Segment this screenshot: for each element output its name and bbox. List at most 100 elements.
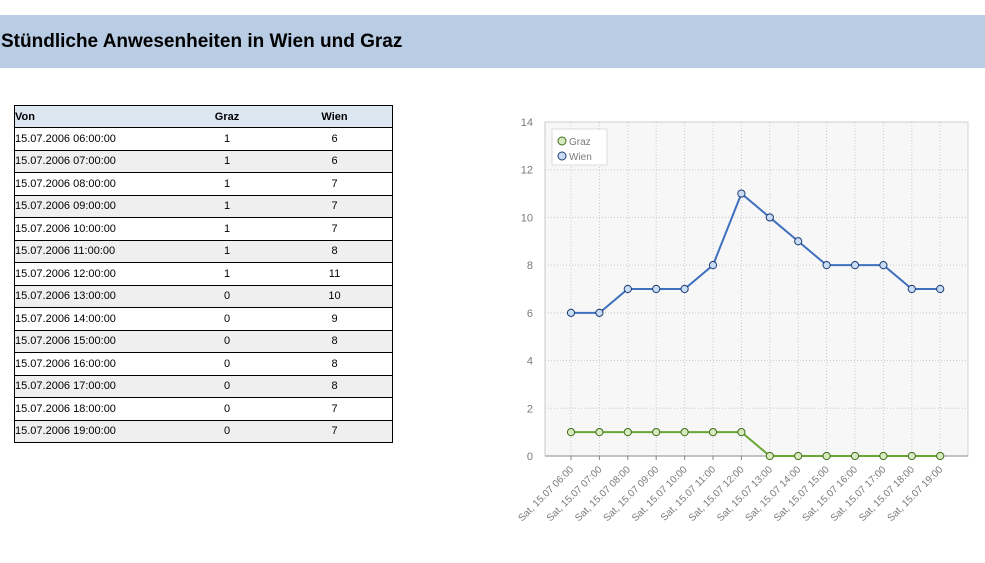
table-row: 15.07.2006 18:00:00 0 7 (14, 397, 393, 421)
cell-graz: 0 (177, 374, 277, 398)
y-tick-label: 14 (521, 117, 533, 129)
cell-wien: 8 (277, 352, 393, 376)
cell-graz: 0 (177, 307, 277, 331)
cell-wien: 7 (277, 419, 393, 443)
cell-graz: 0 (177, 329, 277, 353)
cell-von: 15.07.2006 13:00:00 (14, 284, 177, 308)
cell-graz: 1 (177, 172, 277, 196)
table-row: 15.07.2006 10:00:00 1 7 (14, 217, 393, 241)
cell-wien: 8 (277, 374, 393, 398)
y-tick-label: 4 (527, 356, 533, 368)
cell-von: 15.07.2006 17:00:00 (14, 374, 177, 398)
cell-wien: 6 (277, 149, 393, 173)
legend-label-wien: Wien (569, 152, 592, 163)
cell-von: 15.07.2006 11:00:00 (14, 239, 177, 263)
cell-von: 15.07.2006 15:00:00 (14, 329, 177, 353)
table-header-row: Von Graz Wien (14, 105, 393, 128)
cell-wien: 9 (277, 307, 393, 331)
series-line-graz (571, 431, 941, 457)
legend-label-graz: Graz (569, 137, 591, 148)
cell-graz: 0 (177, 352, 277, 376)
table-row: 15.07.2006 09:00:00 1 7 (14, 194, 393, 218)
table-row: 15.07.2006 07:00:00 1 6 (14, 149, 393, 173)
cell-graz: 0 (177, 397, 277, 421)
y-tick-label: 2 (527, 403, 533, 415)
data-point-wien (765, 213, 774, 222)
y-tick-label: 10 (521, 212, 533, 224)
cell-von: 15.07.2006 16:00:00 (14, 352, 177, 376)
cell-wien: 11 (277, 262, 393, 286)
data-point-graz (623, 428, 632, 437)
table-row: 15.07.2006 14:00:00 0 9 (14, 307, 393, 331)
legend: Graz Wien (551, 128, 608, 166)
data-point-graz (850, 451, 860, 461)
cell-wien: 8 (277, 239, 393, 263)
data-point-wien (737, 189, 746, 198)
cell-von: 15.07.2006 09:00:00 (14, 194, 177, 218)
data-point-graz (765, 451, 774, 461)
cell-graz: 1 (177, 239, 277, 263)
y-tick-label: 12 (521, 165, 533, 177)
data-point-graz (737, 428, 746, 437)
cell-von: 15.07.2006 10:00:00 (14, 217, 177, 241)
table-row: 15.07.2006 11:00:00 1 8 (14, 239, 393, 263)
cell-wien: 10 (277, 284, 393, 308)
data-point-wien (595, 308, 604, 317)
data-point-graz (566, 428, 576, 437)
legend-marker-wien (557, 151, 567, 161)
plot-area (544, 121, 969, 457)
data-point-wien (623, 284, 632, 294)
table-row: 15.07.2006 16:00:00 0 8 (14, 352, 393, 376)
page-title: Stündliche Anwesenheiten in Wien und Gra… (1, 31, 403, 52)
header-bar: Stündliche Anwesenheiten in Wien und Gra… (0, 15, 985, 68)
legend-marker-graz (557, 136, 567, 146)
cell-von: 15.07.2006 19:00:00 (14, 419, 177, 443)
cell-von: 15.07.2006 06:00:00 (14, 127, 177, 151)
cell-wien: 7 (277, 172, 393, 196)
cell-graz: 0 (177, 419, 277, 443)
data-point-graz (652, 428, 661, 437)
cell-wien: 8 (277, 329, 393, 353)
data-point-graz (879, 451, 888, 461)
data-point-wien (652, 284, 661, 294)
cell-wien: 7 (277, 194, 393, 218)
data-point-graz (794, 451, 803, 461)
data-point-wien (794, 237, 803, 246)
cell-wien: 7 (277, 217, 393, 241)
y-tick-label: 6 (527, 308, 533, 320)
cell-von: 15.07.2006 07:00:00 (14, 149, 177, 173)
data-point-wien (936, 284, 945, 294)
cell-graz: 1 (177, 149, 277, 173)
cell-von: 15.07.2006 14:00:00 (14, 307, 177, 331)
data-point-wien (907, 284, 916, 294)
cell-wien: 7 (277, 397, 393, 421)
cell-graz: 1 (177, 127, 277, 151)
table-row: 15.07.2006 08:00:00 1 7 (14, 172, 393, 196)
table-row: 15.07.2006 13:00:00 0 10 (14, 284, 393, 308)
cell-graz: 1 (177, 194, 277, 218)
table-row: 15.07.2006 12:00:00 1 11 (14, 262, 393, 286)
cell-graz: 1 (177, 217, 277, 241)
table-row: 15.07.2006 06:00:00 1 6 (14, 127, 393, 151)
cell-graz: 0 (177, 284, 277, 308)
cell-wien: 6 (277, 127, 393, 151)
column-header-von: Von (14, 105, 177, 128)
data-point-graz (907, 451, 916, 461)
column-header-graz: Graz (177, 105, 277, 128)
data-point-graz (680, 428, 689, 437)
cell-von: 15.07.2006 12:00:00 (14, 262, 177, 286)
data-point-wien (879, 261, 888, 270)
data-point-wien (822, 261, 831, 270)
y-tick-label: 0 (527, 451, 533, 463)
data-point-graz (708, 428, 718, 437)
data-point-wien (850, 261, 860, 270)
data-point-wien (680, 284, 689, 294)
cell-von: 15.07.2006 08:00:00 (14, 172, 177, 196)
table-row: 15.07.2006 17:00:00 0 8 (14, 374, 393, 398)
cell-graz: 1 (177, 262, 277, 286)
series-line-wien (571, 191, 941, 314)
table-row: 15.07.2006 15:00:00 0 8 (14, 329, 393, 353)
data-point-wien (708, 261, 718, 270)
y-tick-label: 8 (527, 260, 533, 272)
